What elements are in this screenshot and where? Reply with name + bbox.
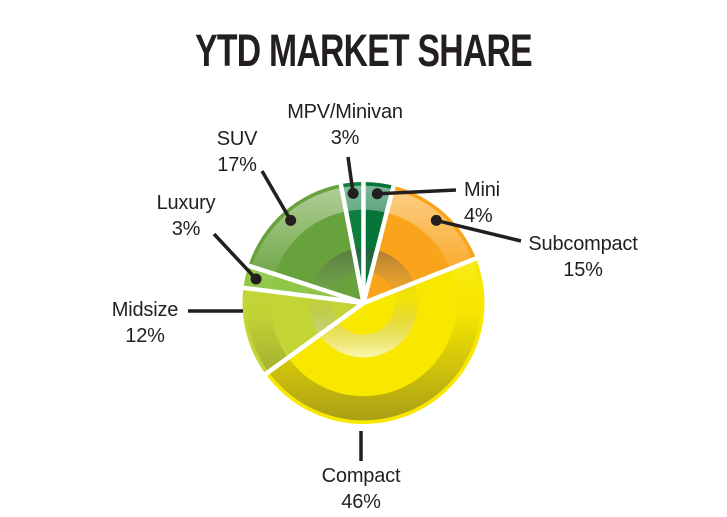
slice-divider <box>247 263 365 306</box>
leader-line-suv <box>260 170 293 222</box>
slice-label: MPV/Minivan <box>287 101 403 123</box>
slice-callout-subcompact: Subcompact 15% <box>527 231 639 283</box>
leader-dot-subcompact <box>430 214 442 226</box>
leader-line-mini <box>377 188 457 196</box>
slice-value: 3% <box>171 218 201 240</box>
chart-title-text: YTD MARKET SHARE <box>195 25 533 76</box>
slice-value: 15% <box>563 259 603 281</box>
slice-divider <box>361 185 396 304</box>
slice-value: 3% <box>330 127 360 149</box>
gloss-inner-ring <box>309 248 418 358</box>
slice-value: 4% <box>464 205 493 227</box>
slice-callout-suv: SUV 17% <box>192 126 282 178</box>
slice-callout-compact: Compact 46% <box>286 463 436 515</box>
slice-label: Luxury <box>156 192 216 214</box>
leader-dot-suv <box>285 214 297 226</box>
slice-value: 12% <box>125 325 165 347</box>
slice-callout-mpv-minivan: MPV/Minivan 3% <box>265 99 425 151</box>
slice-label: SUV <box>216 128 258 150</box>
slice-value: 17% <box>217 154 257 176</box>
leader-line-subcompact <box>435 218 522 243</box>
slice-value: 46% <box>341 491 381 513</box>
slice-label: Subcompact <box>528 233 638 255</box>
slice-callout-luxury: Luxury 3% <box>136 190 236 242</box>
chart-title: YTD MARKET SHARE <box>0 28 727 73</box>
slice-callout-midsize: Midsize 12% <box>95 297 195 349</box>
leader-line-luxury <box>212 232 258 281</box>
slice-callout-mini: Mini 4% <box>464 177 554 229</box>
leader-dot-mpv-minivan <box>347 187 359 199</box>
leader-dot-luxury <box>250 273 262 285</box>
leader-line-mpv-minivan <box>346 156 355 194</box>
slice-divider <box>243 285 364 306</box>
slice-divider <box>362 256 477 306</box>
slice-label: Mini <box>464 179 500 201</box>
slice-label: Midsize <box>111 299 179 321</box>
slice-divider <box>338 183 366 304</box>
leader-dot-mini <box>371 188 383 200</box>
slice-divider <box>264 301 365 376</box>
slice-label: Compact <box>321 465 401 487</box>
